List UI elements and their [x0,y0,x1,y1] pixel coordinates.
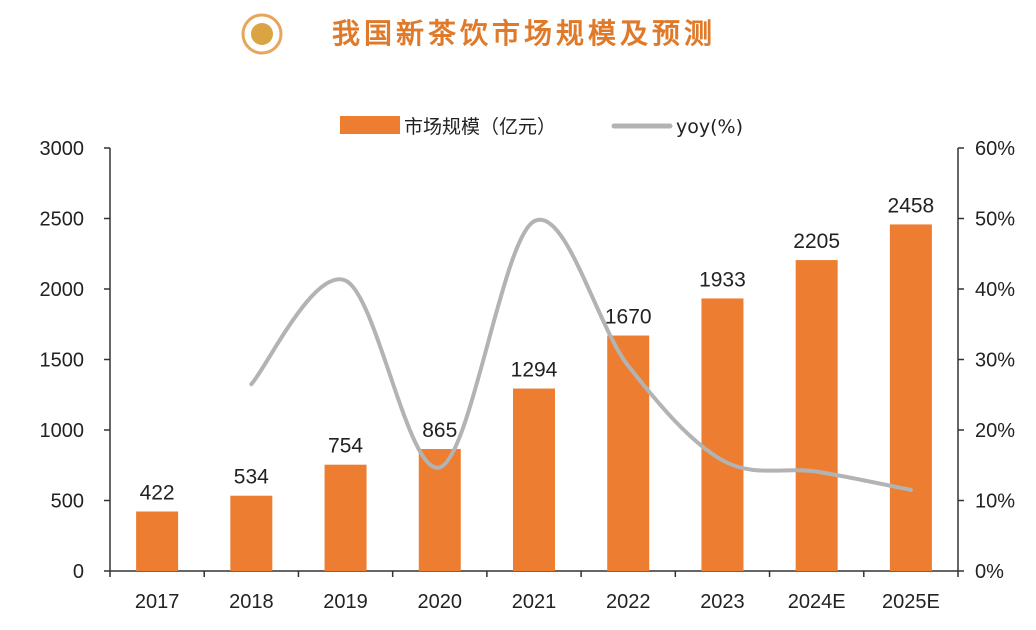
right-tick-label: 40% [975,279,1015,301]
left-tick-label: 500 [51,491,84,513]
left-tick-label: 3000 [40,138,85,160]
x-tick-label: 2017 [135,591,180,613]
data-label-2017: 422 [140,481,175,504]
yoy-line-path [249,217,913,492]
right-tick-label: 50% [975,209,1015,231]
right-tick-label: 0% [975,561,1004,583]
left-tick-label: 1500 [40,350,85,372]
bar-2018 [230,495,273,571]
data-label-2024E: 2205 [793,230,840,253]
legend-bar-label: 市场规模（亿元） [404,116,556,138]
legend: 市场规模（亿元） yoy(%) [340,116,743,138]
target-icon [241,13,283,55]
left-tick-label: 2500 [40,209,85,231]
legend-bar-swatch [340,116,400,134]
right-tick-label: 10% [975,491,1015,513]
bar-2023 [701,298,744,571]
left-tick-label: 0 [73,561,84,583]
x-tick-label: 2018 [229,591,274,613]
bar-2019 [324,464,367,571]
right-tick-label: 30% [975,350,1015,372]
bar-2024E [795,260,838,571]
legend-line-label: yoy(%) [676,116,743,138]
data-label-2023: 1933 [699,268,746,291]
data-label-2020: 865 [422,419,457,442]
right-tick-label: 20% [975,420,1015,442]
bar-2025E [889,224,932,571]
x-tick-label: 2025E [882,591,940,613]
title-bar: 我国新茶饮市场规模及预测 [0,0,1036,70]
x-tick-label: 2020 [418,591,463,613]
bar-2022 [607,335,650,571]
x-tick-label: 2019 [323,591,368,613]
left-tick-label: 2000 [40,279,85,301]
x-tick-label: 2023 [700,591,745,613]
left-tick-label: 1000 [40,420,85,442]
data-labels: 422 534 754 865 1294 1670 1933 2205 2458 [140,194,935,504]
bar-2021 [513,388,555,571]
x-tick-label: 2024E [788,591,846,613]
data-label-2021: 1294 [511,359,558,382]
data-label-2019: 754 [328,435,363,458]
right-tick-label: 60% [975,138,1015,160]
bar-2017 [136,511,179,571]
data-label-2018: 534 [234,466,269,489]
yoy-line [249,217,913,492]
x-tick-label: 2022 [606,591,651,613]
bars [136,224,932,571]
data-label-2022: 1670 [605,306,652,329]
data-label-2025E: 2458 [888,194,935,217]
x-tick-label: 2021 [512,591,557,613]
chart-title: 我国新茶饮市场规模及预测 [332,17,717,50]
